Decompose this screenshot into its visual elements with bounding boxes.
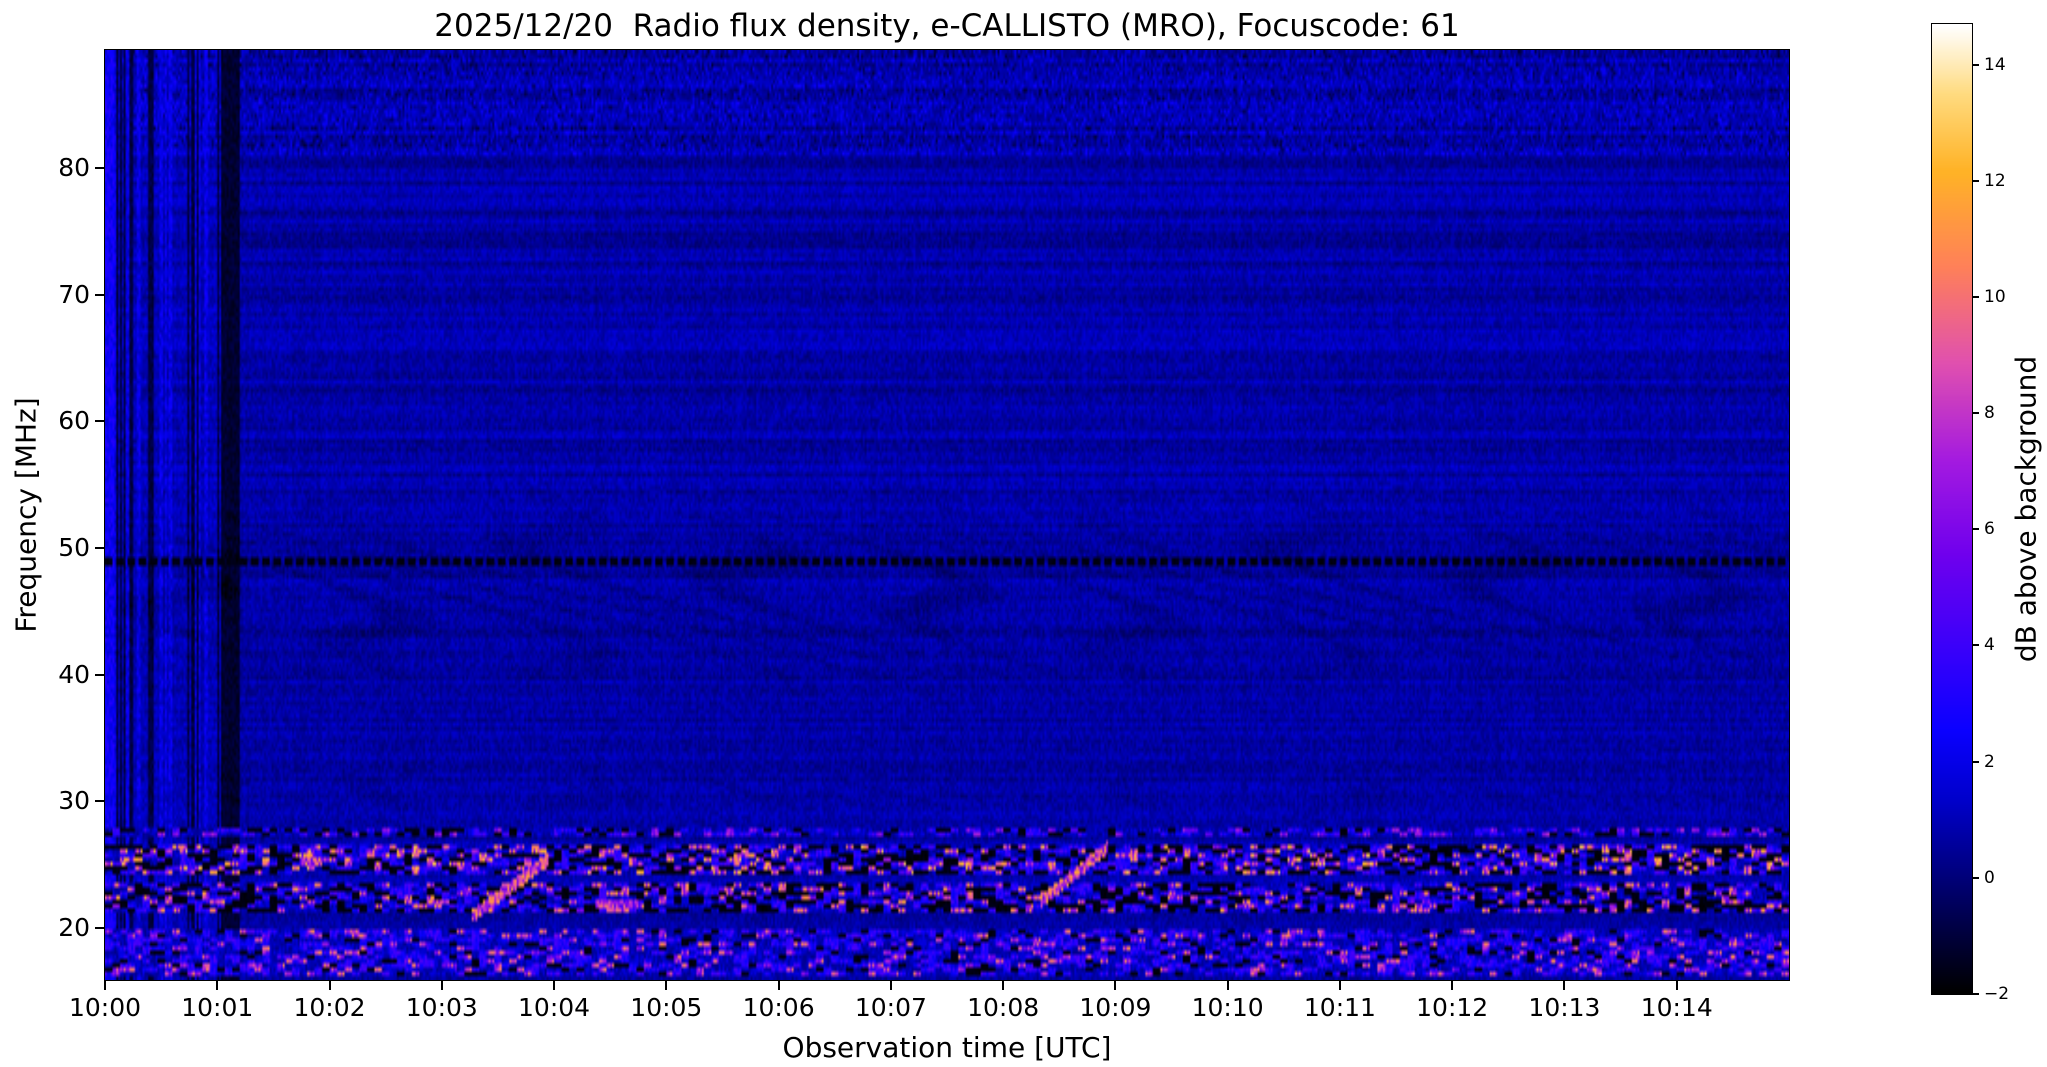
y-tick-label: 20 [58, 913, 90, 943]
y-tick-label: 30 [58, 786, 90, 816]
x-tick-mark [1002, 981, 1005, 990]
x-tick-label: 10:00 [68, 993, 142, 1022]
x-tick-label: 10:09 [1079, 993, 1152, 1022]
colorbar-tick-label: 0 [1984, 867, 1995, 888]
colorbar-tick-mark [1972, 528, 1979, 531]
x-tick-mark [104, 981, 106, 990]
x-tick-mark [1114, 981, 1117, 990]
x-tick-label: 10:10 [1191, 993, 1264, 1022]
x-tick-mark [216, 981, 219, 990]
colorbar-tick-label: 2 [1984, 751, 1995, 772]
colorbar-tick-label: 10 [1984, 286, 2006, 307]
y-tick-mark [95, 673, 104, 676]
y-tick-mark [95, 927, 104, 930]
x-axis-label: Observation time [UTC] [782, 1031, 1112, 1064]
x-tick-label: 10:04 [518, 993, 591, 1022]
colorbar-tick-mark [1972, 63, 1979, 66]
spectrogram-canvas [105, 50, 1789, 980]
y-tick-mark [95, 420, 104, 423]
x-tick-mark [553, 981, 556, 990]
x-tick-mark [1563, 981, 1566, 990]
colorbar-tick-mark [1972, 644, 1979, 647]
x-tick-label: 10:13 [1528, 993, 1601, 1022]
y-tick-mark [95, 800, 104, 803]
colorbar-label: dB above background [2009, 355, 2043, 663]
x-tick-mark [440, 981, 443, 990]
x-tick-label: 10:07 [854, 993, 927, 1022]
colorbar-tick-label: 14 [1984, 54, 2006, 75]
y-tick-label: 40 [58, 659, 90, 689]
colorbar-tick-label: 12 [1984, 170, 2006, 191]
colorbar-canvas [1932, 24, 1972, 994]
x-tick-label: 10:06 [742, 993, 815, 1022]
x-tick-label: 10:02 [293, 993, 366, 1022]
colorbar-tick-label: −2 [1984, 984, 2010, 1004]
y-tick-label: 80 [58, 152, 90, 182]
colorbar-tick-mark [1972, 993, 1979, 995]
x-tick-mark [1451, 981, 1454, 990]
colorbar-tick-mark [1972, 876, 1979, 879]
y-axis-label: Frequency [MHz] [9, 397, 43, 633]
x-tick-label: 10:01 [181, 993, 254, 1022]
x-tick-label: 10:11 [1303, 993, 1376, 1022]
x-tick-mark [328, 981, 331, 990]
x-tick-mark [1675, 981, 1678, 990]
colorbar-tick-mark [1972, 295, 1979, 298]
x-tick-label: 10:05 [630, 993, 703, 1022]
x-tick-mark [1338, 981, 1341, 990]
y-tick-mark [95, 166, 104, 169]
x-tick-label: 10:12 [1416, 993, 1489, 1022]
x-tick-mark [665, 981, 668, 990]
y-tick-mark [95, 293, 104, 296]
chart-title: 2025/12/20 Radio flux density, e-CALLIST… [434, 8, 1460, 44]
x-tick-label: 10:14 [1640, 993, 1713, 1022]
colorbar-tick-mark [1972, 179, 1979, 182]
x-tick-mark [889, 981, 892, 990]
x-tick-label: 10:03 [405, 993, 478, 1022]
x-tick-mark [777, 981, 780, 990]
y-tick-label: 70 [58, 279, 90, 309]
x-tick-label: 10:08 [967, 993, 1040, 1022]
colorbar-tick-mark [1972, 412, 1979, 415]
y-tick-mark [95, 546, 104, 549]
colorbar-tick-mark [1972, 760, 1979, 763]
x-tick-mark [1226, 981, 1229, 990]
